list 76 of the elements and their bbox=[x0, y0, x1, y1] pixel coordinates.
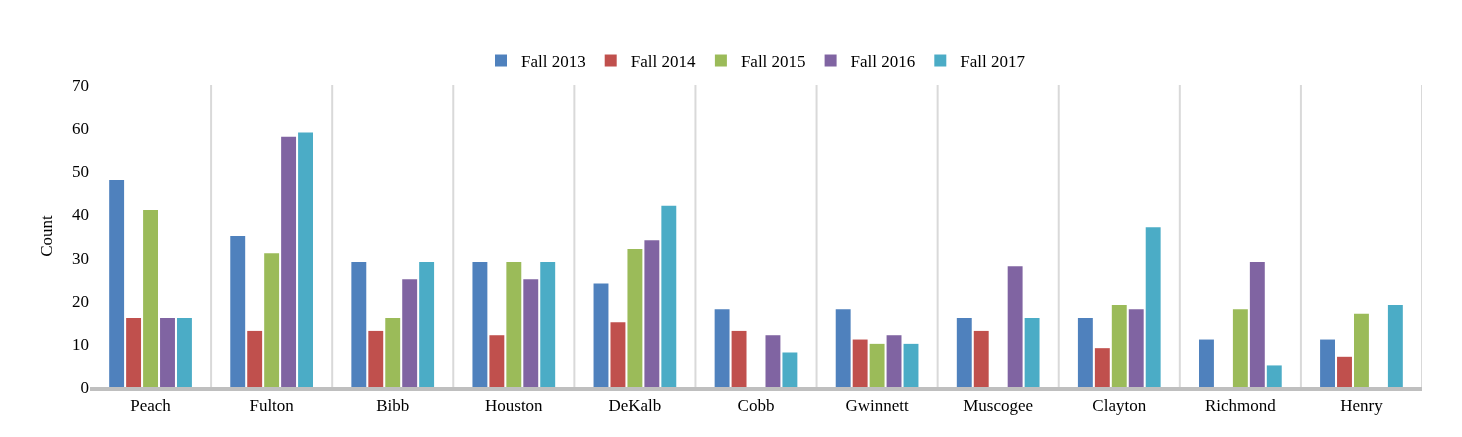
bar bbox=[1077, 317, 1093, 387]
bar bbox=[627, 248, 643, 387]
bar bbox=[973, 330, 989, 387]
x-tick-label: Gwinnett bbox=[845, 396, 909, 416]
x-tick-label: DeKalb bbox=[608, 396, 662, 416]
bar bbox=[1145, 227, 1161, 387]
bar bbox=[264, 253, 280, 387]
y-tick-label: 10 bbox=[72, 334, 89, 354]
bar bbox=[610, 322, 626, 387]
x-tick-label: Henry bbox=[1340, 396, 1384, 416]
bar bbox=[298, 132, 313, 387]
bar bbox=[1337, 356, 1352, 387]
x-tick-label: Muscogee bbox=[963, 396, 1034, 416]
bar bbox=[1094, 348, 1110, 387]
legend-label: Fall 2014 bbox=[630, 52, 696, 72]
bar bbox=[402, 279, 418, 387]
y-tick-label: 40 bbox=[72, 205, 89, 225]
x-tick-label: Fulton bbox=[249, 396, 295, 416]
bar bbox=[1387, 305, 1403, 387]
legend-label: Fall 2017 bbox=[960, 52, 1026, 72]
bar bbox=[644, 240, 660, 387]
bar bbox=[956, 317, 972, 387]
bar bbox=[385, 317, 401, 387]
bar bbox=[368, 330, 384, 387]
x-tick-label: Clayton bbox=[1092, 396, 1147, 416]
bar bbox=[1266, 365, 1282, 387]
y-tick-label: 0 bbox=[80, 377, 89, 397]
bar bbox=[1354, 313, 1369, 387]
y-tick-label: 60 bbox=[72, 119, 89, 139]
bar bbox=[765, 335, 781, 387]
legend-label: Fall 2013 bbox=[521, 52, 586, 72]
y-axis-title: Count bbox=[36, 214, 56, 257]
bar bbox=[1024, 317, 1040, 387]
legend-label: Fall 2015 bbox=[740, 52, 806, 72]
bar bbox=[489, 335, 505, 387]
bar bbox=[1249, 261, 1265, 387]
bar bbox=[1111, 305, 1127, 387]
bar bbox=[886, 335, 902, 387]
bar bbox=[126, 317, 142, 387]
y-tick-label: 30 bbox=[72, 248, 89, 268]
x-tick-label: Cobb bbox=[737, 396, 775, 416]
bar bbox=[852, 339, 868, 387]
y-tick-label: 20 bbox=[72, 291, 89, 311]
bar bbox=[714, 309, 730, 387]
bar bbox=[1128, 309, 1144, 387]
bar bbox=[176, 317, 192, 387]
bar bbox=[143, 210, 158, 387]
bar bbox=[661, 205, 677, 387]
legend-label: Fall 2016 bbox=[850, 52, 916, 72]
bar bbox=[835, 309, 851, 387]
x-tick-label: Peach bbox=[130, 396, 172, 416]
bar bbox=[247, 330, 263, 387]
bar bbox=[1320, 339, 1336, 387]
bar bbox=[506, 261, 522, 387]
bar bbox=[109, 179, 125, 387]
y-tick-label: 50 bbox=[72, 162, 89, 182]
bar bbox=[419, 261, 435, 387]
bar bbox=[1232, 309, 1248, 387]
bar bbox=[230, 236, 246, 387]
bar bbox=[351, 261, 367, 387]
x-tick-label: Houston bbox=[485, 396, 544, 416]
x-tick-label: Bibb bbox=[376, 396, 410, 416]
bar bbox=[593, 283, 609, 387]
bar bbox=[782, 352, 798, 387]
bar bbox=[160, 317, 175, 387]
bar bbox=[472, 261, 488, 387]
y-tick-label: 70 bbox=[72, 75, 89, 95]
bar bbox=[540, 261, 556, 387]
x-tick-label: Richmond bbox=[1204, 396, 1277, 416]
bar bbox=[523, 279, 539, 387]
bar bbox=[1007, 266, 1023, 387]
bar bbox=[731, 330, 747, 387]
bar bbox=[903, 343, 919, 387]
bar bbox=[1199, 339, 1214, 387]
bar bbox=[869, 343, 885, 387]
bar bbox=[281, 136, 297, 387]
